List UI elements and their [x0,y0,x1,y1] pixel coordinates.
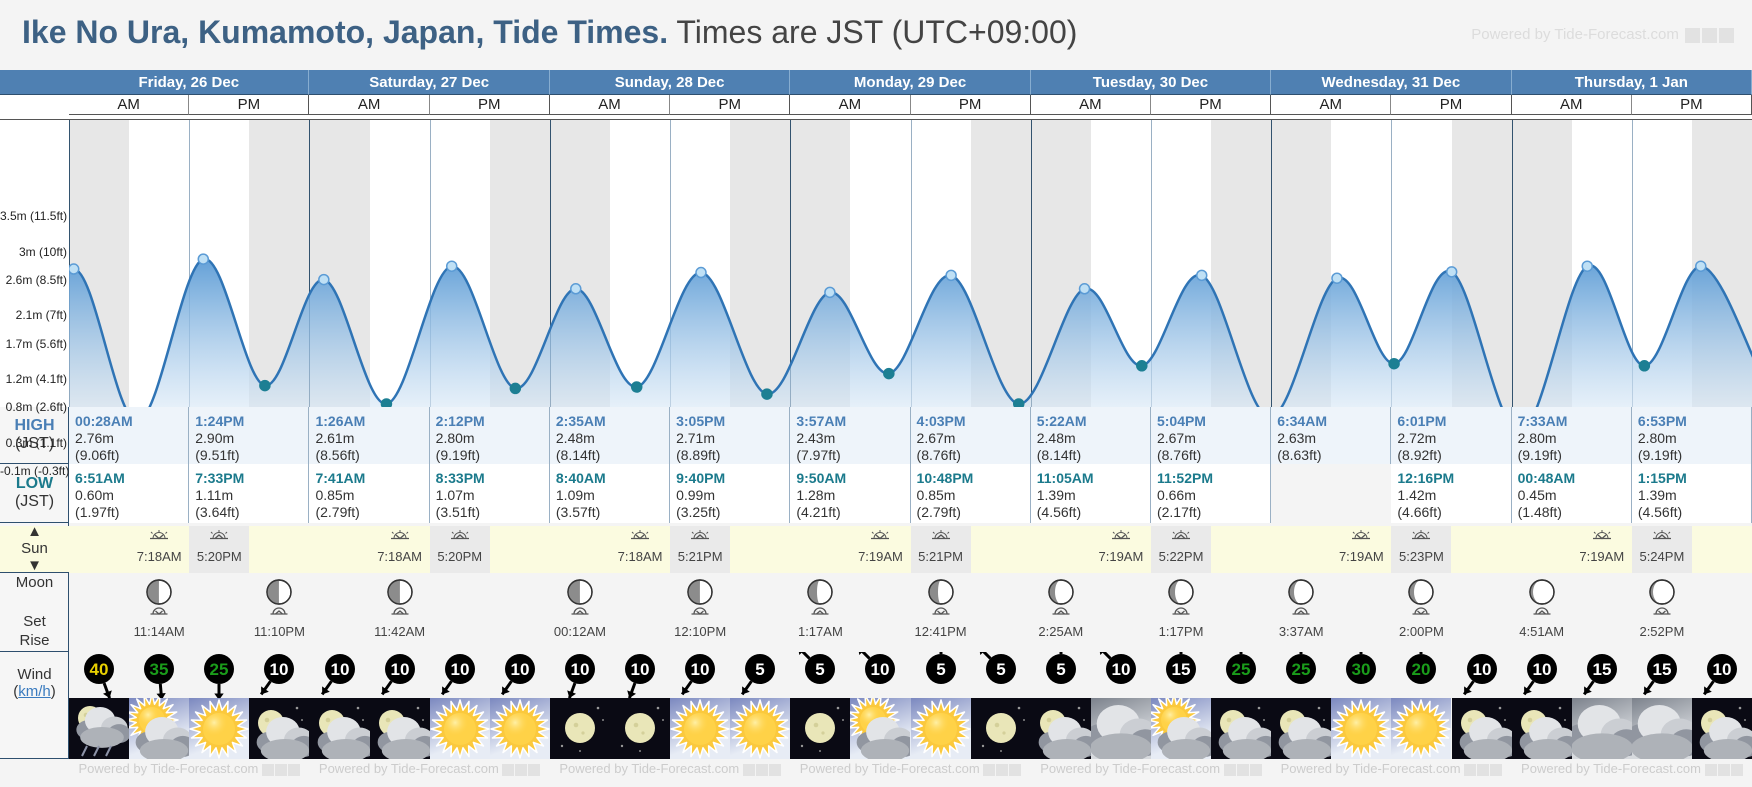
svg-text:5: 5 [816,660,825,679]
svg-text:15: 15 [1172,660,1191,679]
svg-text:15: 15 [1592,660,1611,679]
svg-text:10: 10 [691,660,710,679]
svg-text:10: 10 [330,660,349,679]
svg-text:10: 10 [1472,660,1491,679]
svg-text:15: 15 [1652,660,1671,679]
svg-text:30: 30 [1352,660,1371,679]
svg-text:10: 10 [631,660,650,679]
svg-text:25: 25 [210,660,229,679]
svg-text:10: 10 [1532,660,1551,679]
svg-text:10: 10 [510,660,529,679]
svg-text:10: 10 [570,660,589,679]
svg-text:10: 10 [450,660,469,679]
svg-text:20: 20 [1412,660,1431,679]
svg-text:5: 5 [936,660,945,679]
svg-text:5: 5 [996,660,1005,679]
svg-text:10: 10 [1713,660,1732,679]
svg-text:10: 10 [871,660,890,679]
svg-text:25: 25 [1292,660,1311,679]
svg-text:5: 5 [1056,660,1065,679]
svg-text:10: 10 [390,660,409,679]
svg-text:35: 35 [150,660,169,679]
svg-text:5: 5 [756,660,765,679]
svg-text:25: 25 [1232,660,1251,679]
svg-text:40: 40 [90,660,109,679]
svg-text:10: 10 [1111,660,1130,679]
svg-text:10: 10 [270,660,289,679]
